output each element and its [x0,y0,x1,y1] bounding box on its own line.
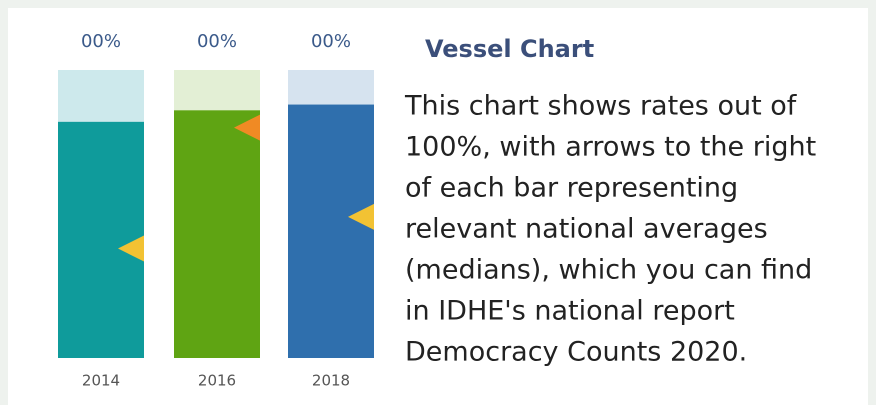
bar [58,121,144,358]
description-line: (medians), which you can find [405,255,812,286]
value-label: 00% [311,31,351,52]
description-line: in IDHE's national report [405,296,735,327]
x-tick-label: 2018 [312,372,350,390]
x-tick-label: 2014 [82,372,120,390]
description-line: 100%, with arrows to the right [405,132,816,163]
average-arrow [118,235,144,262]
description-line: of each bar representing [405,173,738,204]
x-tick-label: 2016 [198,372,236,390]
bar [174,110,260,358]
panel [8,8,868,405]
description-line: This chart shows rates out of [404,91,798,122]
chart-title: Vessel Chart [425,35,594,63]
bar [288,104,374,358]
value-label: 00% [81,31,121,52]
value-label: 00% [197,31,237,52]
description-line: relevant national averages [405,214,768,245]
average-arrow [348,203,374,230]
description-line: Democracy Counts 2020. [405,337,747,368]
average-arrow [234,114,260,141]
